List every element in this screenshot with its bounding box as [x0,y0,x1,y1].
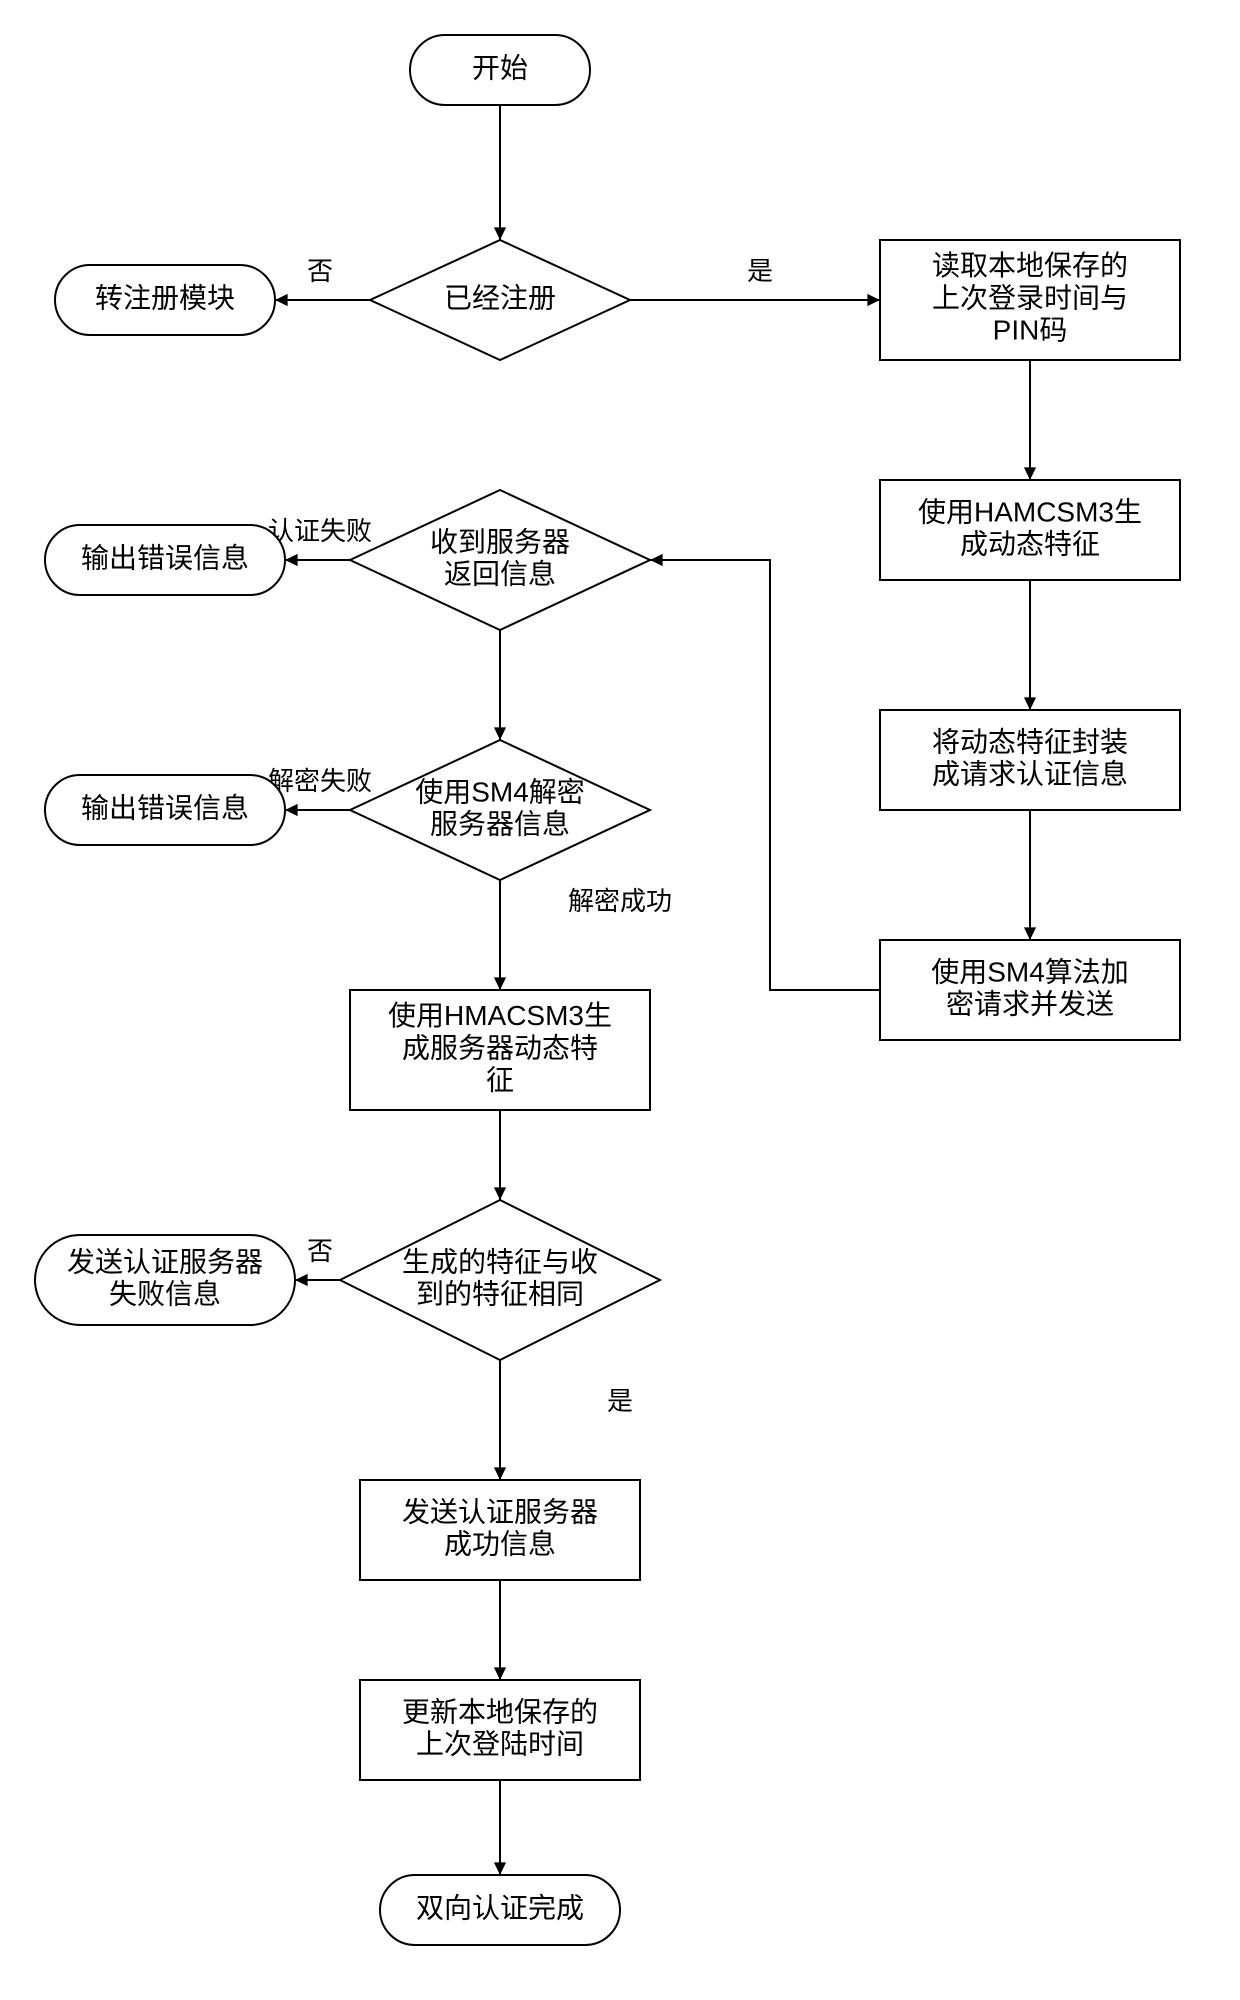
node-cmp-text: 生成的特征与收 [402,1246,598,1277]
edge-label: 解密成功 [568,886,672,916]
node-succ-text: 成功信息 [444,1528,556,1559]
node-recv-text: 收到服务器 [430,526,570,557]
node-hmac2: 使用HMACSM3生成服务器动态特征 [350,990,650,1110]
node-err1-text: 输出错误信息 [81,542,249,573]
node-fail-text: 失败信息 [109,1278,221,1309]
node-succ-text: 发送认证服务器 [402,1496,598,1527]
node-readPin-text: 上次登录时间与 [932,282,1128,313]
edge-label: 认证失败 [268,516,372,546]
node-hmac2-text: 使用HMACSM3生 [388,1000,612,1031]
node-sm4enc-text: 使用SM4算法加 [931,956,1129,987]
node-recv-text: 返回信息 [444,558,556,589]
node-err2: 输出错误信息 [45,775,285,845]
node-readPin-text: 读取本地保存的 [932,250,1128,281]
node-update-text: 上次登陆时间 [416,1728,584,1759]
node-readPin: 读取本地保存的上次登录时间与PIN码 [880,240,1180,360]
node-sm4dec-text: 服务器信息 [430,808,570,839]
node-reg-text: 已经注册 [444,282,556,313]
node-hmac1-text: 使用HAMCSM3生 [918,496,1142,527]
node-hmac1: 使用HAMCSM3生成动态特征 [880,480,1180,580]
node-sm4dec-text: 使用SM4解密 [415,776,585,807]
node-update: 更新本地保存的上次登陆时间 [360,1680,640,1780]
node-end: 双向认证完成 [380,1875,620,1945]
flowchart-svg: 否是认证失败解密失败解密成功否是开始已经注册转注册模块读取本地保存的上次登录时间… [0,0,1240,2000]
node-succ: 发送认证服务器成功信息 [360,1480,640,1580]
node-update-text: 更新本地保存的 [402,1696,598,1727]
edge-label: 解密失败 [268,766,372,796]
edge-label: 否 [307,1236,333,1266]
node-cmp-text: 到的特征相同 [416,1278,584,1309]
node-pack-text: 成请求认证信息 [932,758,1128,789]
node-end-text: 双向认证完成 [416,1892,584,1923]
node-hmac2-text: 成服务器动态特 [402,1032,598,1063]
node-hmac2-text: 征 [486,1065,514,1096]
node-sm4enc: 使用SM4算法加密请求并发送 [880,940,1180,1040]
node-pack-text: 将动态特征封装 [932,726,1128,757]
node-toReg: 转注册模块 [55,265,275,335]
edge-label: 是 [747,256,773,286]
node-sm4enc-text: 密请求并发送 [946,988,1114,1019]
node-start-text: 开始 [472,52,528,83]
node-readPin-text: PIN码 [993,315,1068,346]
node-err2-text: 输出错误信息 [81,792,249,823]
node-pack: 将动态特征封装成请求认证信息 [880,710,1180,810]
node-fail-text: 发送认证服务器 [67,1246,263,1277]
node-toReg-text: 转注册模块 [95,282,235,313]
node-hmac1-text: 成动态特征 [960,528,1100,559]
node-fail: 发送认证服务器失败信息 [35,1235,295,1325]
flowchart-container: 否是认证失败解密失败解密成功否是开始已经注册转注册模块读取本地保存的上次登录时间… [0,0,1240,2000]
edge-label: 是 [607,1386,633,1416]
node-err1: 输出错误信息 [45,525,285,595]
edge-label: 否 [307,256,333,286]
node-start: 开始 [410,35,590,105]
